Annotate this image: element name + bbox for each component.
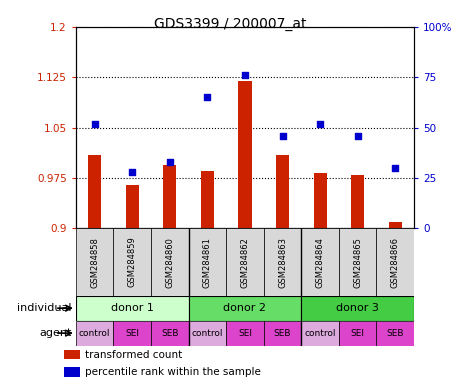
Bar <box>275 155 288 228</box>
Text: GSM284861: GSM284861 <box>202 237 212 288</box>
Text: transformed count: transformed count <box>85 349 182 359</box>
Bar <box>338 228 375 296</box>
Bar <box>238 81 251 228</box>
Bar <box>188 321 226 346</box>
Text: SEI: SEI <box>125 329 139 338</box>
Text: GSM284863: GSM284863 <box>277 237 286 288</box>
Text: GSM284866: GSM284866 <box>390 237 399 288</box>
Bar <box>113 321 151 346</box>
Text: control: control <box>191 329 223 338</box>
Point <box>278 133 285 139</box>
Text: donor 2: donor 2 <box>223 303 266 313</box>
Text: donor 1: donor 1 <box>111 303 153 313</box>
Bar <box>151 321 188 346</box>
Bar <box>125 185 139 228</box>
Bar <box>375 228 413 296</box>
Bar <box>263 321 301 346</box>
Bar <box>313 174 326 228</box>
Bar <box>201 171 213 228</box>
Bar <box>163 165 176 228</box>
Text: GSM284864: GSM284864 <box>315 237 324 288</box>
Text: SEI: SEI <box>350 329 364 338</box>
Bar <box>301 228 338 296</box>
Bar <box>76 321 113 346</box>
Text: percentile rank within the sample: percentile rank within the sample <box>85 367 260 377</box>
Bar <box>226 321 263 346</box>
Bar <box>88 155 101 228</box>
Bar <box>263 228 301 296</box>
Point <box>166 159 173 165</box>
Text: SEI: SEI <box>237 329 252 338</box>
Text: GSM284865: GSM284865 <box>353 237 361 288</box>
Point <box>353 133 361 139</box>
Bar <box>76 296 188 321</box>
Text: control: control <box>304 329 335 338</box>
Bar <box>76 228 113 296</box>
Text: GSM284860: GSM284860 <box>165 237 174 288</box>
Text: SEB: SEB <box>273 329 291 338</box>
Bar <box>301 321 338 346</box>
Point <box>316 121 323 127</box>
Point <box>391 165 398 171</box>
Point <box>241 72 248 78</box>
Bar <box>301 296 413 321</box>
Text: agent: agent <box>39 328 71 338</box>
Bar <box>64 350 80 359</box>
Text: individual: individual <box>17 303 71 313</box>
Bar <box>338 321 375 346</box>
Bar <box>64 367 80 377</box>
Text: GSM284858: GSM284858 <box>90 237 99 288</box>
Bar <box>350 175 364 228</box>
Bar <box>113 228 151 296</box>
Text: control: control <box>79 329 110 338</box>
Bar <box>151 228 188 296</box>
Bar <box>375 321 413 346</box>
Bar <box>388 222 401 228</box>
Point <box>203 94 211 101</box>
Text: donor 3: donor 3 <box>336 303 378 313</box>
Text: GSM284859: GSM284859 <box>128 237 136 288</box>
Text: GDS3399 / 200007_at: GDS3399 / 200007_at <box>153 17 306 31</box>
Point <box>91 121 98 127</box>
Bar <box>226 228 263 296</box>
Bar <box>188 228 226 296</box>
Point <box>129 169 136 175</box>
Text: SEB: SEB <box>386 329 403 338</box>
Bar <box>188 296 301 321</box>
Text: SEB: SEB <box>161 329 178 338</box>
Text: GSM284862: GSM284862 <box>240 237 249 288</box>
